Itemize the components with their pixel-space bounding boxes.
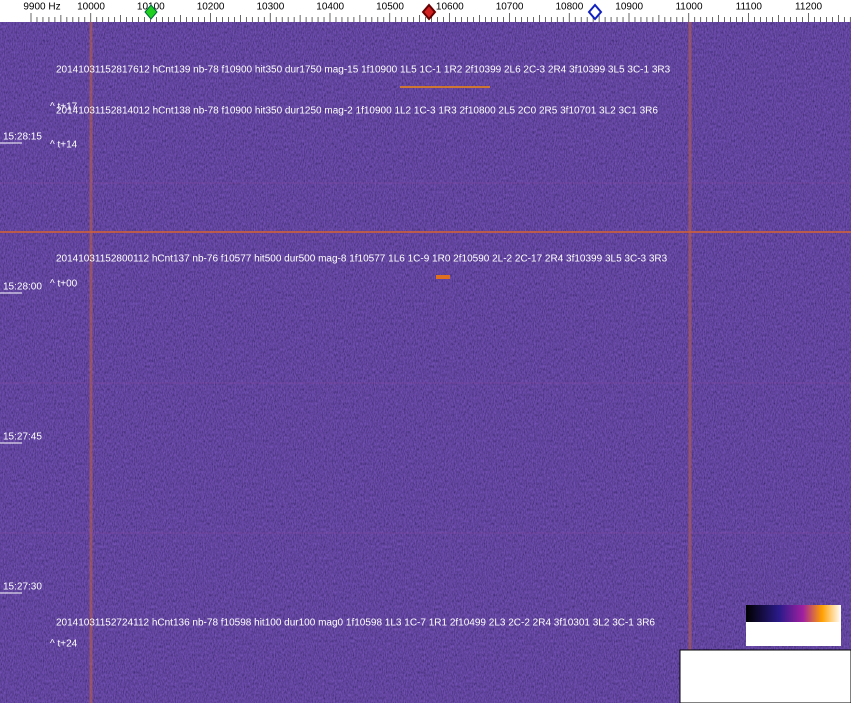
frequency-label: 10000 [77,2,105,13]
marker-blue[interactable] [587,3,603,21]
meteor-trace [436,275,450,279]
interference-line [0,231,851,233]
frequency-label: 10500 [376,2,404,13]
carrier-line [688,22,692,703]
frequency-label: 10200 [197,2,225,13]
detection-offset: ^ t+24 [50,639,78,650]
frequency-label: 10600 [436,2,464,13]
detection-offset: ^ t+17 [50,102,78,113]
noise [0,22,851,703]
carrier-line [89,22,93,703]
time-label: 15:28:15 [3,132,42,143]
meteor-trace [400,86,490,88]
frequency-label: 11000 [675,2,703,13]
detection-text: 20141031152724112 hCnt136 nb-78 f10598 h… [56,618,655,629]
marker-red[interactable] [421,3,437,21]
frequency-label: 9900 Hz [23,2,60,13]
time-label: 15:28:00 [3,282,42,293]
frequency-label: 10800 [555,2,583,13]
time-label: 15:27:30 [3,582,42,593]
frequency-label: 11100 [736,2,763,13]
frequency-label: 10900 [615,2,643,13]
color-bar-legend [746,622,841,646]
frequency-label: 11200 [795,2,823,13]
time-label: 15:27:45 [3,432,42,443]
frequency-label: 10400 [316,2,344,13]
color-bar [746,605,841,622]
frequency-label: 10700 [496,2,524,13]
detection-text: 20141031152817612 hCnt139 nb-78 f10900 h… [56,65,671,76]
detection-text: 20141031152814012 hCnt138 nb-78 f10900 h… [56,106,658,117]
marker-green[interactable] [144,4,158,20]
frequency-label: 10300 [256,2,284,13]
info-box [679,649,851,703]
grid [0,22,851,703]
detection-offset: ^ t+14 [50,140,78,151]
detection-text: 20141031152800112 hCnt137 nb-76 f10577 h… [56,254,668,265]
detection-offset: ^ t+00 [50,279,78,290]
